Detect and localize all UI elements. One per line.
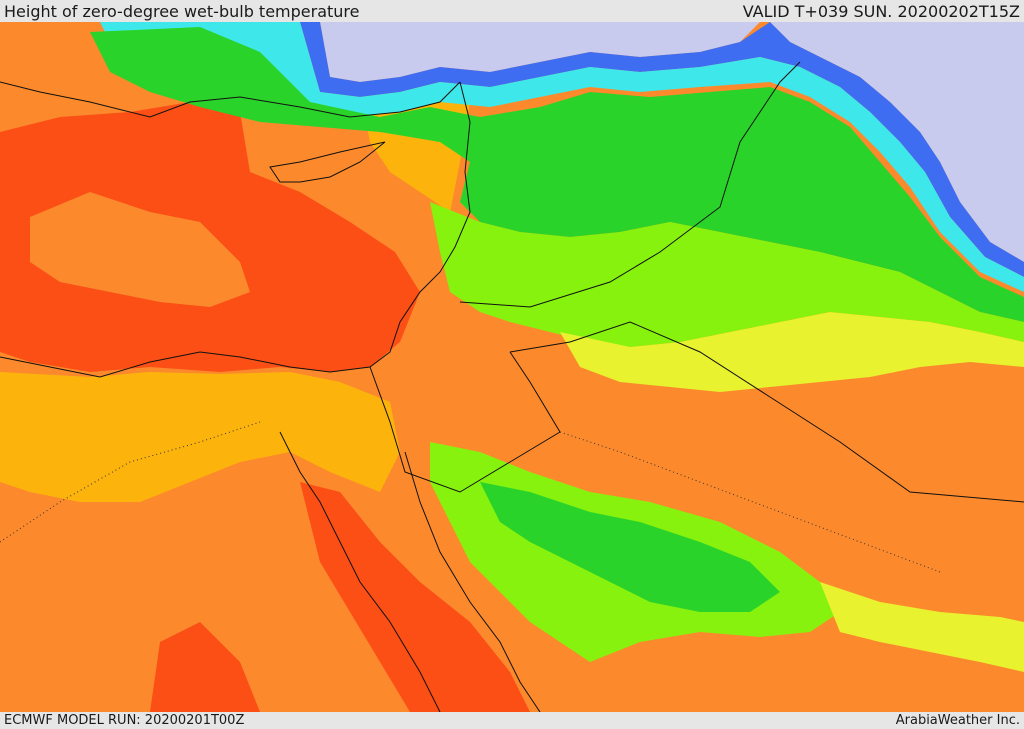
footer-bar: ECMWF MODEL RUN: 20200201T00Z ArabiaWeat… — [0, 712, 1024, 729]
model-run: ECMWF MODEL RUN: 20200201T00Z — [4, 713, 245, 728]
coastline-redsea-west — [279, 431, 441, 712]
field-lowest-turkey — [320, 22, 760, 82]
border-saudi-jordan — [509, 321, 1024, 503]
field-blue-edge — [300, 22, 1024, 277]
border-dotted-saudi-interior — [559, 431, 941, 573]
field-red-egypt-south — [150, 622, 260, 712]
header-bar: Height of zero-degree wet-bulb temperatu… — [0, 0, 1024, 22]
border-egypt-saudi — [369, 351, 561, 493]
border-dotted-egypt-sudan — [0, 421, 261, 543]
forecast-map[interactable] — [0, 22, 1024, 712]
coastline-redsea-east — [404, 451, 541, 712]
field-green-north — [90, 27, 1024, 322]
field-red-redsea — [300, 482, 530, 712]
field-orange-mediterranean-patch — [30, 192, 250, 307]
border-jordan-iraq — [459, 61, 801, 308]
field-yellow-desert — [560, 312, 1024, 392]
credit-text: ArabiaWeather Inc. — [895, 713, 1020, 728]
forecast-map-svg — [0, 22, 1024, 712]
field-lime-syria — [430, 202, 1024, 347]
field-gold-egypt — [0, 372, 400, 502]
map-title: Height of zero-degree wet-bulb temperatu… — [4, 2, 360, 21]
coastline-cyprus — [269, 141, 386, 183]
coastline-turkey — [0, 81, 461, 118]
field-cyan-band — [100, 22, 1024, 292]
coastline-levant-egypt — [0, 81, 471, 378]
valid-time: VALID T+039 SUN. 20200202T15Z — [742, 2, 1020, 21]
field-green-saudi — [480, 482, 780, 612]
field-lowest-iran — [770, 22, 1024, 262]
field-yellow-saudi — [820, 582, 1024, 672]
